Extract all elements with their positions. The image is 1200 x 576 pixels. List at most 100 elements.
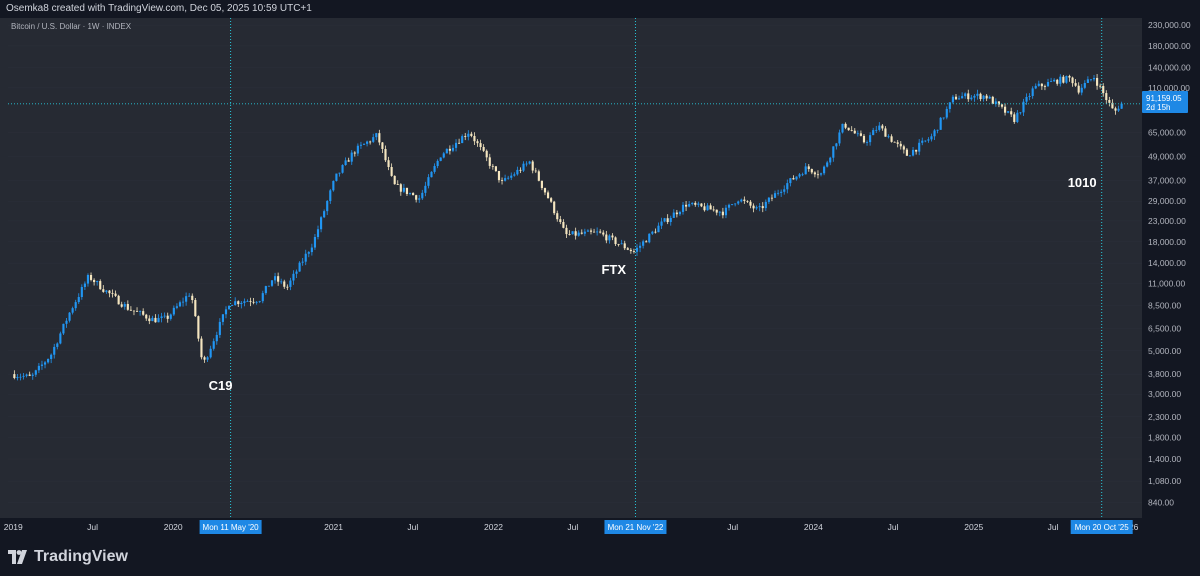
candle-up — [635, 244, 639, 256]
candle-down — [1096, 73, 1099, 90]
candle-up — [838, 129, 841, 146]
candle-down — [1013, 112, 1016, 124]
time-axis[interactable] — [0, 518, 1200, 540]
candle-down — [859, 130, 862, 137]
candle-up — [504, 174, 507, 182]
candle-down — [589, 228, 593, 235]
candle-down — [93, 278, 96, 286]
candle-down — [770, 194, 774, 202]
candle-down — [666, 214, 669, 225]
candle-down — [142, 308, 145, 316]
candle-down — [553, 200, 556, 216]
candle-up — [439, 157, 442, 162]
candle-up — [951, 94, 955, 104]
candle-up — [307, 251, 310, 258]
candle-up — [427, 174, 430, 189]
candle-up — [988, 95, 991, 99]
candle-up — [994, 98, 997, 107]
candle-up — [571, 231, 574, 235]
candle-up — [372, 133, 375, 143]
x-tick-label: 2022 — [484, 522, 503, 532]
candle-down — [347, 157, 350, 162]
candle-up — [47, 358, 50, 364]
candle-up — [522, 161, 525, 172]
candle-down — [488, 153, 491, 169]
candle-up — [34, 369, 37, 377]
candle-up — [1120, 101, 1123, 109]
candle-up — [221, 314, 224, 326]
candle-down — [565, 224, 568, 238]
candle-up — [961, 92, 964, 99]
date-badges: Mon 11 May '20 Mon 21 Nov '22 Mon 20 Oct '… — [199, 520, 1133, 534]
candle-up — [945, 106, 948, 120]
tradingview-logo[interactable]: TradingView — [8, 548, 128, 566]
candle-down — [534, 167, 537, 173]
candle-down — [617, 243, 620, 247]
candle-down — [862, 134, 866, 144]
candle-up — [608, 234, 611, 244]
candle-up — [672, 209, 675, 218]
candle-up — [338, 172, 341, 177]
candle-up — [280, 278, 283, 285]
candle-up — [313, 234, 317, 250]
candle-up — [651, 230, 654, 235]
candle-up — [642, 239, 645, 249]
plot-area[interactable] — [0, 18, 1142, 518]
candle-down — [853, 128, 856, 134]
date-badge-label: Mon 21 Nov '22 — [608, 523, 664, 532]
candle-up — [942, 117, 945, 120]
candle-down — [1043, 84, 1047, 91]
candle-down — [599, 229, 602, 234]
candle-up — [780, 189, 783, 197]
bar-countdown: 2d 15h — [1146, 103, 1170, 112]
candle-up — [442, 151, 445, 159]
candle-down — [559, 215, 562, 225]
y-tick-label: 2,300.00 — [1148, 412, 1181, 422]
candle-up — [123, 301, 126, 310]
candle-down — [135, 307, 139, 312]
candle-down — [881, 124, 884, 131]
candle-up — [577, 230, 580, 237]
x-tick-label: Jul — [567, 522, 578, 532]
candle-up — [964, 92, 967, 99]
candle-up — [270, 279, 274, 287]
candle-up — [1037, 80, 1040, 87]
candle-up — [320, 216, 323, 233]
x-tick-label: 2020 — [164, 522, 183, 532]
candle-down — [519, 167, 522, 174]
candle-up — [1117, 105, 1120, 112]
candle-up — [982, 95, 985, 102]
candle-down — [412, 192, 415, 196]
candle-down — [675, 209, 678, 218]
y-tick-label: 5,000.00 — [1148, 346, 1181, 356]
candle-up — [31, 372, 34, 380]
candle-down — [543, 187, 547, 196]
candle-down — [286, 284, 289, 291]
candle-down — [114, 290, 117, 298]
candle-up — [37, 363, 40, 374]
y-tick-label: 65,000.00 — [1148, 128, 1186, 138]
candle-down — [844, 122, 847, 130]
candle-down — [448, 145, 451, 155]
candle-down — [381, 142, 384, 153]
candle-up — [823, 165, 826, 176]
candle-down — [1114, 106, 1117, 115]
candle-up — [957, 95, 961, 100]
candle-down — [1077, 82, 1080, 95]
annotation-label: FTX — [601, 262, 626, 277]
candle-up — [936, 129, 939, 134]
candle-up — [1028, 93, 1031, 101]
date-badge: Mon 20 Oct '25 — [1070, 520, 1133, 534]
candle-up — [832, 146, 835, 162]
y-tick-label: 14,000.00 — [1148, 258, 1186, 268]
candle-down — [111, 289, 114, 298]
candle-up — [105, 289, 108, 294]
annotation-label: 1010 — [1068, 175, 1097, 190]
candle-down — [890, 134, 893, 143]
candle-down — [645, 240, 648, 243]
candle-down — [102, 285, 105, 293]
candle-down — [884, 126, 887, 137]
candle-up — [323, 209, 326, 219]
candle-up — [77, 293, 80, 305]
